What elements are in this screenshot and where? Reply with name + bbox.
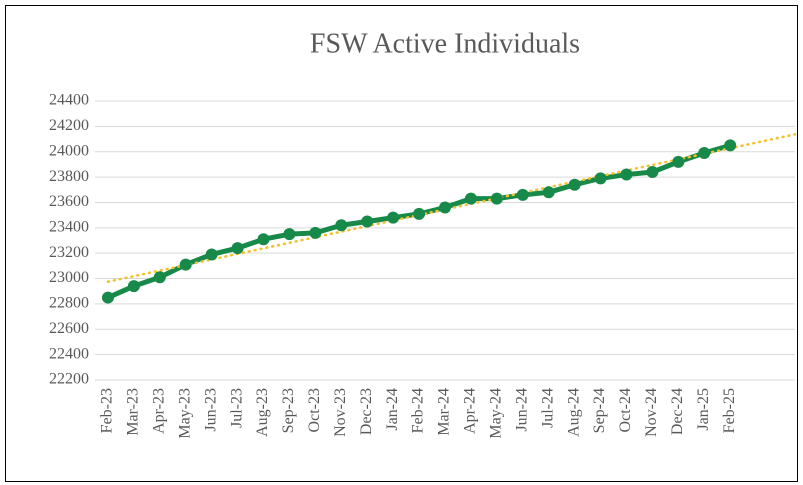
x-tick-label: Jul-24 [539,388,556,428]
y-tick-label: 23800 [49,168,89,185]
x-tick-label: Dec-24 [669,388,686,435]
data-point [153,271,166,284]
x-tick-label: Oct-23 [306,388,323,432]
data-point [257,233,270,246]
x-tick-label: Apr-24 [462,388,479,434]
data-point [439,201,451,214]
x-tick-label: Sep-24 [591,388,608,433]
chart-title: FSW Active Individuals [310,28,580,59]
x-tick-label: Dec-23 [358,388,375,435]
y-tick-label: 22600 [49,320,89,337]
x-tick-label: Feb-25 [721,388,738,433]
x-tick-label: Jan-24 [384,388,401,431]
y-tick-label: 22200 [49,371,89,388]
data-point [672,155,685,168]
data-point [101,291,114,304]
x-tick-label: Sep-23 [280,388,297,433]
y-tick-label: 24000 [49,142,89,159]
data-point [205,248,218,261]
x-tick-label: May-23 [176,388,193,439]
data-point [724,139,737,152]
data-point [464,192,477,205]
x-tick-label: Apr-23 [150,388,167,434]
x-tick-label: Jul-23 [228,388,245,428]
data-point [387,211,400,224]
data-point [516,188,529,201]
x-tick-label: Mar-23 [125,388,142,436]
data-point [413,207,426,220]
x-tick-label: Jun-23 [202,388,219,432]
data-point [361,215,374,228]
x-tick-label: Mar-24 [436,388,453,436]
x-tick-label: Nov-24 [643,388,660,437]
data-point [698,146,711,159]
data-point [179,258,192,271]
y-tick-label: 23200 [49,244,89,261]
data-point [568,178,581,191]
x-tick-label: Aug-24 [565,388,582,437]
y-tick-label: 24200 [49,117,89,134]
data-point [283,228,296,241]
data-point [127,280,140,293]
data-point [620,168,633,181]
x-tick-label: Oct-24 [617,388,634,432]
x-tick-label: May-24 [488,388,505,439]
y-tick-label: 23600 [49,193,89,210]
data-point [309,226,322,239]
chart-border [5,5,798,482]
y-tick-label: 23000 [49,269,89,286]
y-tick-label: 24400 [49,92,89,109]
data-point [490,192,503,205]
x-tick-label: Aug-23 [254,388,271,437]
y-tick-label: 22400 [49,345,89,362]
x-tick-label: Feb-24 [410,388,427,433]
y-tick-label: 23400 [49,218,89,235]
data-point [646,166,659,179]
y-tick-label: 22800 [49,295,89,312]
x-tick-label: Nov-23 [332,388,349,437]
x-tick-label: Jan-25 [695,388,712,431]
data-point [335,219,348,232]
x-tick-label: Feb-23 [99,388,116,433]
data-point [231,242,244,255]
data-point [594,172,607,185]
data-point [542,186,555,199]
x-tick-label: Jun-24 [513,388,530,432]
